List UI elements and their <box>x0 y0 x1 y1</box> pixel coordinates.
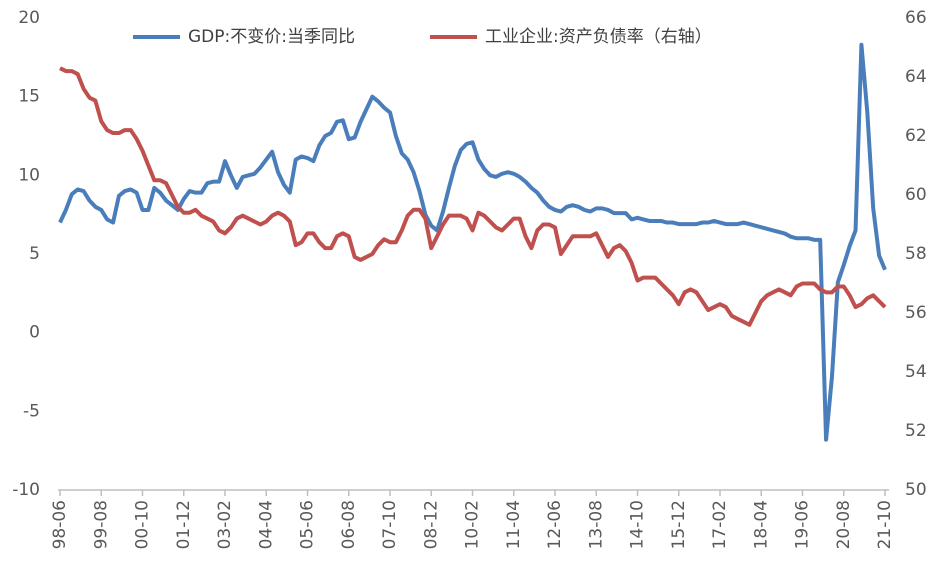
x-tick-label: 98-06 <box>50 500 70 549</box>
y-tick-label: 15 <box>18 87 40 107</box>
x-tick-label: 13-08 <box>586 500 606 549</box>
x-tick-label: 12-06 <box>545 500 565 549</box>
y-tick-label: -10 <box>12 480 40 500</box>
y2-tick-label: 54 <box>905 362 927 382</box>
series-line <box>59 66 887 327</box>
series-line <box>58 42 887 442</box>
x-tick-label: 01-12 <box>174 500 194 549</box>
x-tick-label: 17-02 <box>710 500 730 549</box>
x-tick-label: 11-04 <box>504 500 524 549</box>
x-tick-label: 03-02 <box>215 500 235 549</box>
y2-tick-label: 66 <box>905 8 927 28</box>
x-tick-label: 04-04 <box>256 500 276 549</box>
y-tick-label: 20 <box>18 8 40 28</box>
y-tick-label: -5 <box>23 401 40 421</box>
x-tick-label: 99-08 <box>91 500 111 549</box>
y2-tick-label: 50 <box>905 480 927 500</box>
y-tick-label: 10 <box>18 165 40 185</box>
x-tick-label: 07-10 <box>380 500 400 549</box>
y2-tick-label: 62 <box>905 126 927 146</box>
x-tick-label: 08-12 <box>421 500 441 549</box>
x-tick-label: 18-04 <box>751 500 771 549</box>
x-tick-label: 06-08 <box>339 500 359 549</box>
y2-tick-label: 56 <box>905 303 927 323</box>
x-tick-label: 05-06 <box>298 500 318 549</box>
y2-tick-label: 64 <box>905 67 927 87</box>
x-tick-label: 21-10 <box>875 500 895 549</box>
y-tick-label: 0 <box>29 323 40 343</box>
x-tick-label: 14-10 <box>628 500 648 549</box>
y2-tick-label: 58 <box>905 244 927 264</box>
x-tick-label: 10-02 <box>463 500 483 549</box>
legend-label: 工业企业:资产负债率（右轴） <box>485 27 712 47</box>
x-tick-label: 15-12 <box>669 500 689 549</box>
x-tick-label: 19-06 <box>793 500 813 549</box>
y2-tick-label: 60 <box>905 185 927 205</box>
y2-tick-label: 52 <box>905 421 927 441</box>
y-tick-label: 5 <box>29 244 40 264</box>
legend-label: GDP:不变价:当季同比 <box>188 27 355 47</box>
legend: GDP:不变价:当季同比 工业企业:资产负债率（右轴） <box>133 27 712 47</box>
x-tick-label: 00-10 <box>133 500 153 549</box>
x-tick-label: 20-08 <box>834 500 854 549</box>
